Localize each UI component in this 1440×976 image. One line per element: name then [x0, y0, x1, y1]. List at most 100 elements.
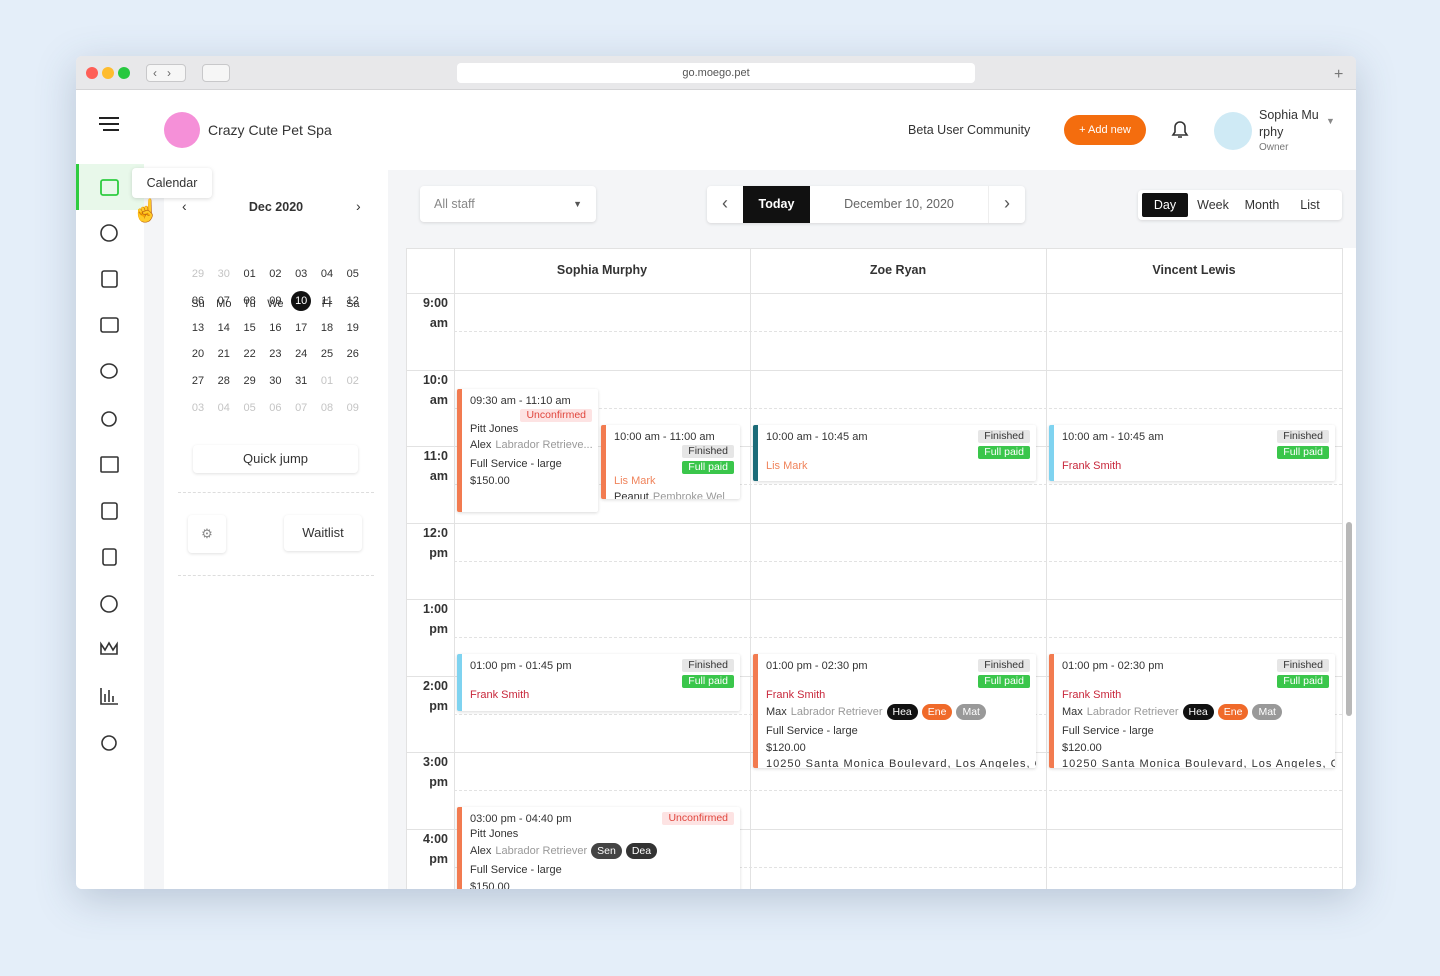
- staff-filter[interactable]: All staff ▼: [420, 186, 596, 222]
- hour-line: [406, 522, 1342, 524]
- calendar-day[interactable]: 06: [191, 294, 205, 307]
- calendar-day[interactable]: 19: [346, 321, 359, 334]
- user-menu-caret[interactable]: ▼: [1326, 116, 1335, 126]
- maximize[interactable]: [118, 67, 130, 79]
- calendar-day[interactable]: 12: [346, 294, 359, 307]
- appointment-card[interactable]: 01:00 pm - 02:30 pm Finished Full paid Fran…: [753, 654, 1036, 768]
- calendar-day[interactable]: 17: [295, 321, 308, 334]
- appointment-card[interactable]: 01:00 pm - 01:45 pm Finished Full paid Fran…: [457, 654, 740, 711]
- calendar-day[interactable]: 13: [191, 321, 205, 334]
- hour-line: [406, 293, 1342, 294]
- calendar-day[interactable]: 31: [295, 375, 308, 388]
- today-button[interactable]: Today: [743, 186, 810, 223]
- appointment-card[interactable]: 03:00 pm - 04:40 pm Unconfirmed Pitt Jones…: [457, 807, 740, 889]
- calendar-day[interactable]: 18: [320, 321, 334, 334]
- current-date[interactable]: December 10, 2020: [844, 197, 954, 211]
- calendar-day[interactable]: 04: [217, 402, 230, 414]
- pet-breed: Labrador Retriever: [1086, 706, 1179, 718]
- sidebar-toggle[interactable]: [202, 64, 230, 82]
- calendar-day[interactable]: 03: [191, 402, 205, 414]
- prev-month[interactable]: ‹: [182, 198, 187, 214]
- hour-label: 2:00: [422, 678, 448, 693]
- user-name[interactable]: Sophia Mu rphy: [1259, 107, 1319, 141]
- new-tab[interactable]: +: [1334, 66, 1344, 83]
- calendar-day[interactable]: 23: [269, 348, 282, 361]
- calendar-day[interactable]: 25: [320, 348, 334, 361]
- payment-badge: Full paid: [682, 461, 734, 474]
- scrollbar[interactable]: [1346, 522, 1352, 716]
- appointment-card[interactable]: 10:00 am - 10:45 am Finished Full paid Lis …: [753, 425, 1036, 481]
- next-month[interactable]: ›: [356, 198, 361, 214]
- view-tab[interactable]: Week: [1197, 198, 1229, 212]
- client-name: Lis Mark: [766, 460, 808, 472]
- weekday: Fr: [321, 298, 333, 310]
- calendar-day[interactable]: 30: [217, 268, 230, 280]
- calendar-day[interactable]: 22: [243, 348, 256, 361]
- avatar[interactable]: [1214, 112, 1252, 150]
- time-column-border: [454, 248, 455, 889]
- status-badge: Finished: [978, 430, 1030, 443]
- calendar-day[interactable]: 29: [243, 375, 256, 388]
- bell-icon[interactable]: [1168, 118, 1192, 142]
- calendar-day[interactable]: 02: [269, 268, 282, 280]
- calendar-day[interactable]: 09: [346, 402, 359, 414]
- calendar-day[interactable]: 20: [191, 348, 205, 361]
- hour-line: [406, 369, 1342, 371]
- hour-line: [406, 599, 1342, 600]
- close[interactable]: [86, 67, 98, 79]
- calendar-day[interactable]: 10: [291, 290, 312, 311]
- month-title: Dec 2020: [248, 200, 304, 214]
- calendar-day[interactable]: 04: [320, 268, 334, 280]
- waitlist-button[interactable]: Waitlist: [284, 515, 362, 551]
- calendar-day[interactable]: 21: [217, 348, 230, 361]
- calendar-day[interactable]: 05: [346, 268, 359, 280]
- calendar-day[interactable]: 08: [243, 294, 256, 307]
- calendar-day[interactable]: 01: [320, 375, 334, 388]
- calendar-day[interactable]: 09: [269, 294, 282, 307]
- calendar-day[interactable]: 29: [191, 268, 205, 280]
- calendar-day[interactable]: 16: [269, 321, 282, 334]
- client-name: Frank Smith: [470, 689, 530, 701]
- client-name: Frank Smith: [1062, 689, 1122, 701]
- user-name-line: Sophia Mu: [1259, 108, 1319, 122]
- user-role: Owner: [1259, 142, 1289, 153]
- add-new-button[interactable]: + Add new: [1064, 115, 1146, 145]
- calendar-day[interactable]: 08: [320, 402, 334, 414]
- calendar-day[interactable]: 06: [269, 402, 282, 414]
- calendar-day[interactable]: 14: [217, 321, 230, 334]
- calendar-day[interactable]: 30: [269, 375, 282, 388]
- appointment-card[interactable]: 10:00 am - 11:00 am Finished Full paid Lis …: [601, 425, 740, 499]
- settings-button[interactable]: ⚙: [188, 515, 226, 553]
- url-bar[interactable]: go.moego.pet: [457, 63, 975, 83]
- next-day[interactable]: ›: [988, 186, 1025, 223]
- calendar-day[interactable]: 11: [321, 294, 333, 307]
- calendar-day[interactable]: 01: [243, 268, 256, 280]
- calendar-day[interactable]: 26: [346, 348, 359, 361]
- calendar-day[interactable]: 24: [295, 348, 308, 361]
- view-tab[interactable]: Day: [1142, 193, 1188, 217]
- view-tab[interactable]: Month: [1244, 198, 1280, 212]
- prev-day[interactable]: ‹: [722, 193, 728, 213]
- half-hour-line: [454, 331, 1342, 333]
- calendar-day[interactable]: 28: [217, 375, 230, 388]
- quick-jump-button[interactable]: Quick jump: [193, 445, 358, 473]
- price: $150.00: [470, 475, 510, 487]
- calendar-day[interactable]: 15: [243, 321, 256, 334]
- minimize[interactable]: [102, 67, 114, 79]
- calendar-day[interactable]: 03: [295, 268, 308, 280]
- status-badge: Finished: [1277, 659, 1329, 672]
- appointment-card[interactable]: 10:00 am - 10:45 am Finished Full paid Fran…: [1049, 425, 1335, 481]
- payment-badge: Full paid: [978, 446, 1030, 459]
- view-tab[interactable]: List: [1300, 198, 1320, 212]
- nav-buttons[interactable]: ‹›: [146, 64, 186, 82]
- community-link[interactable]: Beta User Community: [908, 123, 1031, 137]
- calendar-day[interactable]: 07: [217, 294, 230, 307]
- calendar-day[interactable]: 07: [295, 402, 308, 414]
- calendar-day[interactable]: 27: [191, 375, 205, 388]
- appointment-card[interactable]: 01:00 pm - 02:30 pm Finished Full paid Fran…: [1049, 654, 1335, 768]
- appointment-card[interactable]: 09:30 am - 11:10 am Unconfirmed Pitt Jones…: [457, 389, 598, 512]
- calendar-day[interactable]: 05: [243, 402, 256, 414]
- calendar-day[interactable]: 02: [346, 375, 359, 388]
- weekday: Su: [191, 298, 205, 310]
